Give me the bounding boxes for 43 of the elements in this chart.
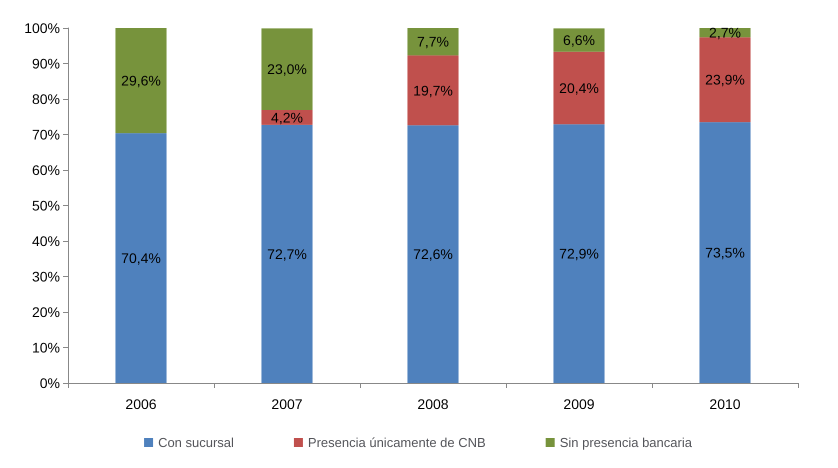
legend-label: Sin presencia bancaria — [560, 435, 693, 450]
y-tick-label: 70% — [32, 126, 60, 142]
legend-label: Presencia únicamente de CNB — [308, 435, 486, 450]
y-tick-label: 10% — [32, 340, 60, 356]
y-tick-label: 80% — [32, 91, 60, 107]
bar — [407, 55, 459, 126]
bar — [553, 52, 605, 124]
bar — [261, 28, 313, 110]
bar — [261, 124, 313, 383]
y-tick-label: 60% — [32, 162, 60, 178]
data-label: 23,0% — [267, 61, 307, 78]
data-label: 72,7% — [267, 246, 307, 262]
data-label: 6,6% — [563, 32, 595, 48]
data-label: 70,4% — [121, 250, 161, 266]
y-tick-label: 50% — [32, 198, 60, 214]
data-label: 72,6% — [413, 246, 453, 262]
y-tick-label: 100% — [24, 20, 60, 36]
data-label: 72,9% — [559, 246, 599, 262]
y-tick-label: 0% — [40, 375, 60, 391]
bar — [699, 122, 751, 383]
data-label: 2,7% — [709, 24, 741, 41]
x-tick-label: 2007 — [271, 396, 303, 412]
y-tick-label: 30% — [32, 268, 60, 284]
bar — [115, 28, 167, 134]
x-tick-label: 2006 — [125, 396, 157, 412]
legend-label: Con sucursal — [158, 435, 234, 450]
bar — [407, 28, 459, 56]
data-label: 4,2% — [271, 109, 303, 126]
x-tick-label: 2010 — [709, 396, 741, 412]
x-tick-label: 2009 — [563, 396, 595, 412]
y-tick-label: 20% — [32, 304, 60, 320]
x-tick-label: 2008 — [417, 396, 449, 412]
data-label: 73,5% — [705, 244, 745, 261]
data-label: 7,7% — [417, 34, 449, 50]
bar — [115, 133, 167, 383]
y-tick-label: 40% — [32, 233, 60, 249]
bar — [407, 125, 459, 383]
bar — [553, 124, 605, 383]
data-label: 23,9% — [705, 72, 745, 88]
data-label: 29,6% — [121, 72, 161, 89]
y-tick-label: 90% — [32, 56, 60, 72]
data-label: 19,7% — [413, 82, 453, 98]
data-label: 20,4% — [559, 80, 599, 96]
